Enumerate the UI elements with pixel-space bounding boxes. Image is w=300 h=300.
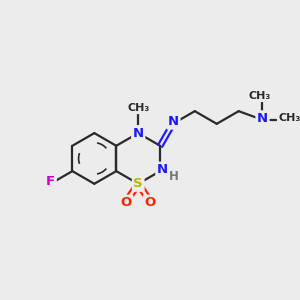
Text: CH₃: CH₃ bbox=[249, 91, 271, 101]
Text: N: N bbox=[133, 127, 144, 140]
Text: F: F bbox=[46, 175, 55, 188]
Text: H: H bbox=[169, 170, 179, 183]
Text: N: N bbox=[157, 163, 168, 176]
Text: CH₃: CH₃ bbox=[278, 113, 300, 123]
Text: N: N bbox=[168, 115, 179, 128]
Text: N: N bbox=[257, 112, 268, 125]
Text: O: O bbox=[121, 196, 132, 209]
Text: CH₃: CH₃ bbox=[127, 103, 149, 113]
Text: O: O bbox=[144, 196, 156, 209]
Text: S: S bbox=[134, 177, 143, 190]
